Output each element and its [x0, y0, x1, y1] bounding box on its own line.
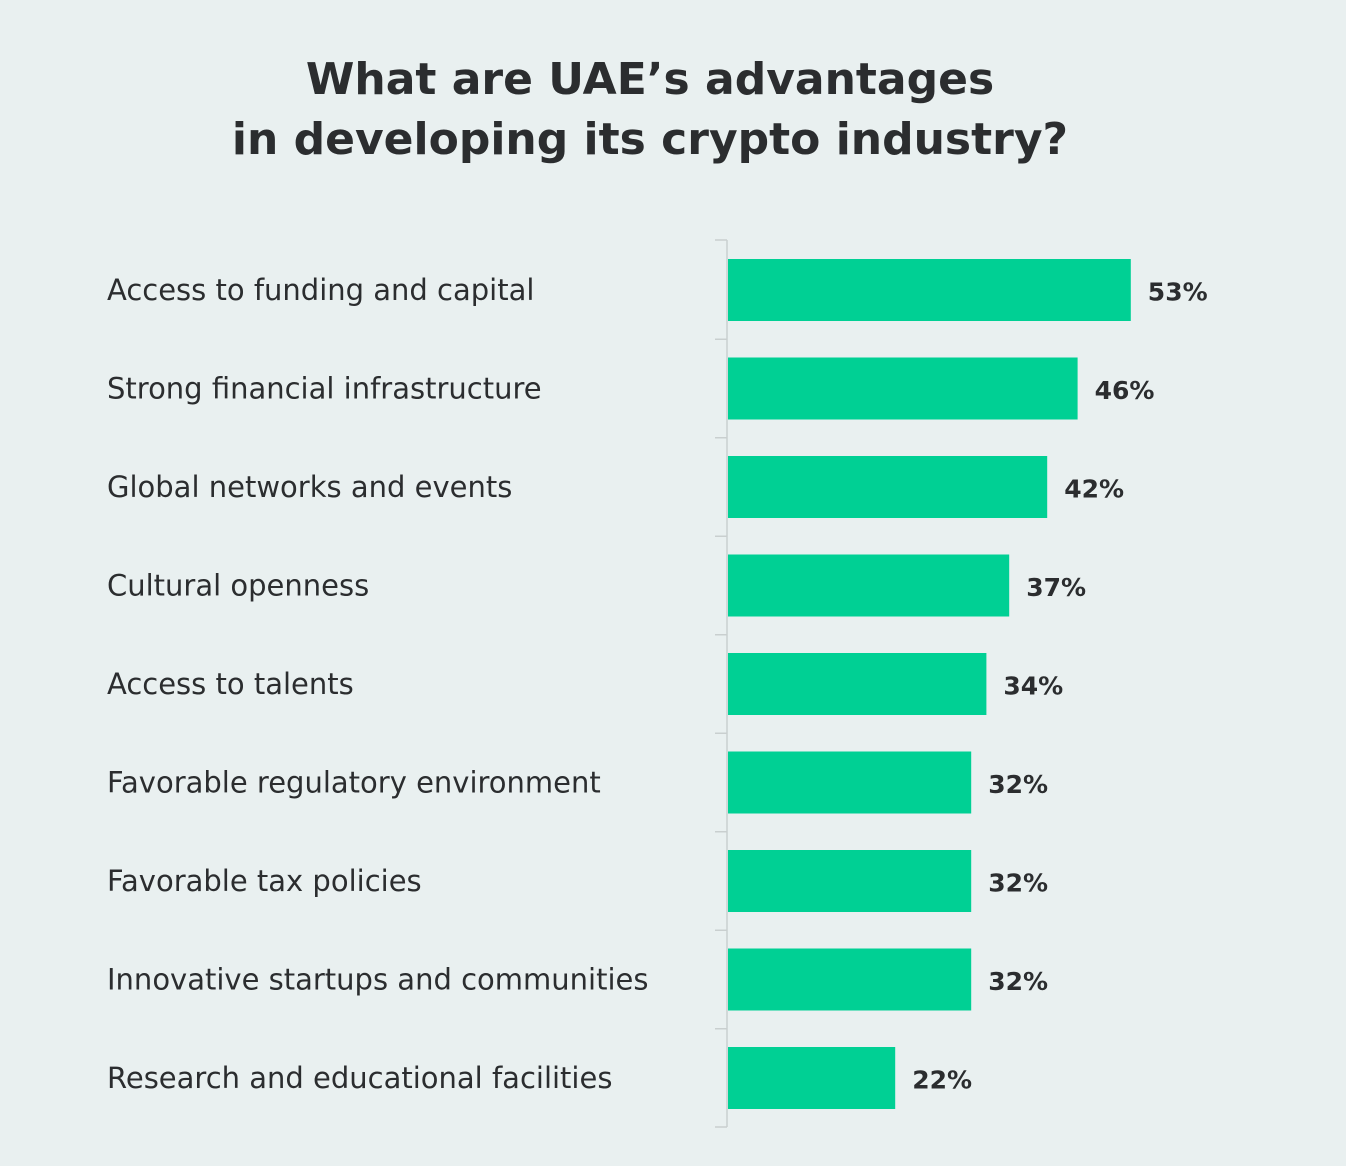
bar: [728, 751, 972, 814]
bar: [728, 357, 1078, 420]
bar: [728, 456, 1048, 518]
bar: [728, 1047, 896, 1109]
value-label: 34%: [1003, 672, 1063, 701]
category-label: Access to talents: [107, 667, 354, 701]
value-label: 37%: [1026, 573, 1086, 602]
bar: [728, 554, 1010, 617]
bar: [728, 259, 1131, 321]
chart-title-line-1: What are UAE’s advantages: [305, 54, 995, 105]
bar: [728, 948, 972, 1011]
bar: [728, 653, 987, 715]
category-label: Access to funding and capital: [107, 273, 534, 307]
value-label: 42%: [1064, 475, 1124, 504]
value-label: 32%: [988, 967, 1048, 996]
category-label: Favorable regulatory environment: [107, 766, 601, 800]
chart-title: What are UAE’s advantages in developing …: [0, 50, 1300, 170]
category-label: Research and educational facilities: [107, 1061, 612, 1095]
value-label: 46%: [1095, 376, 1155, 405]
category-label: Strong financial infrastructure: [107, 372, 542, 406]
category-label: Favorable tax policies: [107, 864, 422, 898]
value-label: 32%: [988, 770, 1048, 799]
category-label: Cultural openness: [107, 569, 369, 603]
category-label: Innovative startups and communities: [107, 963, 648, 997]
value-label: 53%: [1148, 278, 1208, 307]
category-label: Global networks and events: [107, 470, 512, 504]
value-label: 22%: [912, 1066, 972, 1095]
bar: [728, 850, 972, 912]
value-label: 32%: [988, 869, 1048, 898]
chart-title-line-2: in developing its crypto industry?: [231, 114, 1069, 165]
